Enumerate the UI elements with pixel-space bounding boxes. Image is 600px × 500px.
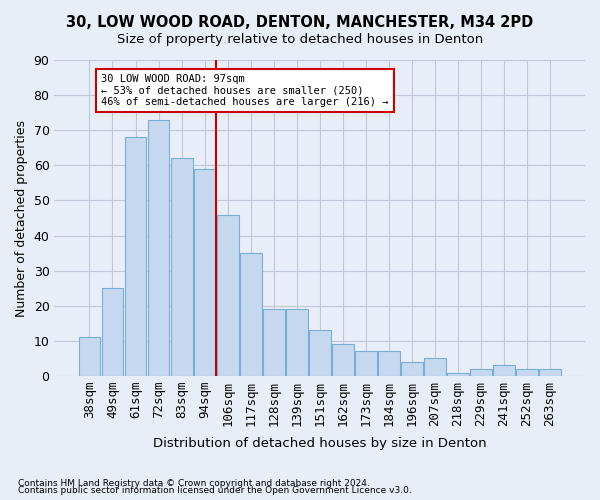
- Text: Contains HM Land Registry data © Crown copyright and database right 2024.: Contains HM Land Registry data © Crown c…: [18, 478, 370, 488]
- Bar: [424, 358, 446, 376]
- Y-axis label: Number of detached properties: Number of detached properties: [15, 120, 28, 316]
- Bar: [401, 362, 423, 376]
- Text: 30 LOW WOOD ROAD: 97sqm
← 53% of detached houses are smaller (250)
46% of semi-d: 30 LOW WOOD ROAD: 97sqm ← 53% of detache…: [101, 74, 388, 107]
- X-axis label: Distribution of detached houses by size in Denton: Distribution of detached houses by size …: [153, 437, 487, 450]
- Bar: [240, 253, 262, 376]
- Bar: [539, 369, 561, 376]
- Text: Size of property relative to detached houses in Denton: Size of property relative to detached ho…: [117, 32, 483, 46]
- Bar: [332, 344, 353, 376]
- Bar: [79, 338, 100, 376]
- Bar: [217, 214, 239, 376]
- Text: Contains public sector information licensed under the Open Government Licence v3: Contains public sector information licen…: [18, 486, 412, 495]
- Bar: [355, 352, 377, 376]
- Bar: [516, 369, 538, 376]
- Bar: [263, 310, 284, 376]
- Bar: [286, 310, 308, 376]
- Bar: [170, 158, 193, 376]
- Bar: [101, 288, 124, 376]
- Bar: [378, 352, 400, 376]
- Bar: [493, 366, 515, 376]
- Bar: [470, 369, 492, 376]
- Bar: [447, 372, 469, 376]
- Text: 30, LOW WOOD ROAD, DENTON, MANCHESTER, M34 2PD: 30, LOW WOOD ROAD, DENTON, MANCHESTER, M…: [67, 15, 533, 30]
- Bar: [125, 138, 146, 376]
- Bar: [194, 169, 215, 376]
- Bar: [148, 120, 169, 376]
- Bar: [309, 330, 331, 376]
